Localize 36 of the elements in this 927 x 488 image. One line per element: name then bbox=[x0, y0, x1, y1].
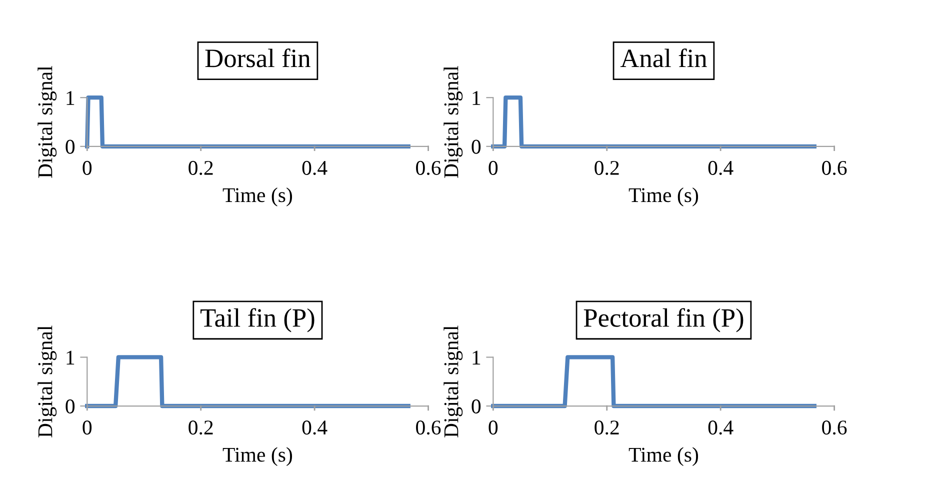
x-tick-label: 0.6 bbox=[822, 420, 847, 435]
y-tick-label: 0 bbox=[66, 140, 75, 154]
x-tick-label: 0.2 bbox=[594, 420, 619, 435]
y-tick-label: 1 bbox=[66, 350, 74, 364]
x-axis-title: Time (s) bbox=[628, 447, 698, 466]
x-tick-label: 0.4 bbox=[302, 420, 328, 435]
x-tick-label: 0 bbox=[82, 420, 92, 435]
x-tick-label: 0.4 bbox=[708, 420, 734, 435]
x-tick-label: 0.2 bbox=[188, 420, 213, 435]
x-tick-label: 0.4 bbox=[302, 160, 328, 176]
x-tick-label: 0.2 bbox=[594, 160, 619, 176]
chart-title: Anal fin bbox=[620, 48, 707, 68]
x-tick-label: 0 bbox=[82, 160, 92, 175]
y-tick-label: 1 bbox=[472, 350, 480, 364]
x-tick-label: 0.6 bbox=[822, 160, 847, 176]
x-tick-label: 0.4 bbox=[708, 160, 734, 176]
x-tick-label: 0 bbox=[488, 420, 498, 435]
y-axis-title: Digital signal bbox=[38, 326, 57, 438]
x-axis-title: Time (s) bbox=[222, 447, 292, 466]
y-axis-title: Digital signal bbox=[38, 66, 57, 178]
chart-title: Pectoral fin (P) bbox=[584, 308, 744, 332]
y-axis-title: Digital signal bbox=[444, 66, 463, 178]
x-axis-title: Time (s) bbox=[222, 188, 292, 206]
y-tick-label: 1 bbox=[66, 91, 74, 105]
y-tick-label: 0 bbox=[472, 399, 481, 414]
y-tick-label: 0 bbox=[472, 140, 481, 154]
y-axis-title: Digital signal bbox=[444, 326, 463, 438]
x-tick-label: 0.6 bbox=[416, 160, 441, 176]
x-axis-title: Time (s) bbox=[628, 188, 698, 206]
y-tick-label: 1 bbox=[472, 91, 480, 105]
x-tick-label: 0.6 bbox=[416, 420, 441, 435]
chart-title: Tail fin (P) bbox=[200, 308, 314, 332]
y-tick-label: 0 bbox=[66, 399, 75, 414]
x-tick-label: 0 bbox=[488, 160, 498, 175]
chart-title: Dorsal fin bbox=[205, 48, 310, 68]
x-tick-label: 0.2 bbox=[188, 160, 213, 176]
